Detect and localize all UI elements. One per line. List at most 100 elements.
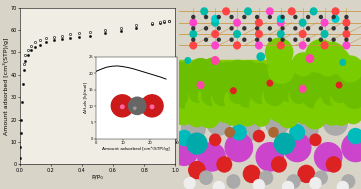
Circle shape: [177, 130, 191, 146]
Circle shape: [283, 133, 311, 162]
Circle shape: [205, 15, 208, 19]
Circle shape: [253, 85, 275, 108]
Circle shape: [202, 85, 222, 105]
Circle shape: [268, 98, 285, 116]
Circle shape: [213, 181, 224, 189]
Circle shape: [310, 178, 321, 189]
Circle shape: [212, 88, 234, 111]
Circle shape: [253, 130, 264, 142]
Circle shape: [265, 111, 289, 135]
Circle shape: [281, 99, 299, 118]
Circle shape: [253, 180, 264, 189]
Circle shape: [278, 19, 284, 26]
Circle shape: [188, 88, 205, 106]
Circle shape: [231, 88, 236, 94]
Circle shape: [278, 31, 284, 37]
Circle shape: [212, 15, 218, 22]
Circle shape: [212, 31, 218, 37]
Circle shape: [332, 8, 339, 15]
Circle shape: [335, 96, 355, 117]
Circle shape: [319, 38, 322, 41]
Circle shape: [343, 31, 350, 37]
Circle shape: [225, 133, 253, 162]
Circle shape: [230, 38, 233, 41]
Circle shape: [287, 175, 300, 188]
Circle shape: [186, 98, 204, 117]
Circle shape: [303, 105, 326, 129]
Circle shape: [319, 72, 340, 93]
Circle shape: [245, 8, 251, 15]
Circle shape: [323, 111, 347, 135]
Circle shape: [219, 62, 236, 80]
Circle shape: [342, 133, 361, 162]
Circle shape: [325, 48, 350, 74]
Circle shape: [201, 58, 224, 82]
Circle shape: [299, 42, 306, 49]
Circle shape: [150, 105, 154, 108]
Circle shape: [322, 104, 342, 125]
Circle shape: [260, 171, 273, 184]
Circle shape: [231, 98, 247, 114]
Circle shape: [318, 42, 345, 70]
Circle shape: [230, 87, 246, 103]
Circle shape: [223, 103, 244, 125]
Circle shape: [321, 19, 328, 26]
Circle shape: [225, 73, 246, 95]
Circle shape: [299, 85, 306, 92]
Circle shape: [331, 90, 348, 108]
Circle shape: [296, 107, 312, 123]
Circle shape: [322, 88, 339, 105]
Circle shape: [288, 8, 295, 15]
Circle shape: [227, 175, 240, 188]
Circle shape: [307, 15, 310, 19]
Circle shape: [310, 73, 328, 92]
Circle shape: [190, 42, 196, 49]
Circle shape: [217, 27, 220, 30]
Circle shape: [345, 38, 348, 41]
Circle shape: [252, 108, 270, 126]
Circle shape: [200, 98, 220, 118]
Circle shape: [294, 38, 297, 41]
Circle shape: [241, 96, 260, 116]
Circle shape: [213, 85, 232, 106]
Circle shape: [198, 143, 225, 171]
Circle shape: [294, 15, 297, 19]
Circle shape: [326, 157, 341, 172]
Circle shape: [213, 74, 229, 90]
Circle shape: [190, 76, 206, 93]
Circle shape: [231, 125, 246, 140]
Circle shape: [345, 15, 348, 19]
Circle shape: [238, 61, 259, 83]
Circle shape: [262, 87, 285, 111]
Circle shape: [343, 42, 350, 49]
Circle shape: [225, 88, 247, 112]
Circle shape: [278, 15, 284, 22]
Circle shape: [190, 86, 205, 102]
Circle shape: [177, 99, 193, 117]
Circle shape: [190, 19, 196, 26]
Circle shape: [268, 15, 271, 19]
Circle shape: [278, 106, 298, 128]
Circle shape: [314, 171, 327, 184]
Circle shape: [319, 15, 322, 19]
Circle shape: [264, 69, 287, 94]
Circle shape: [121, 105, 124, 108]
Circle shape: [174, 84, 197, 108]
Circle shape: [243, 38, 246, 41]
Circle shape: [347, 85, 361, 108]
Circle shape: [192, 27, 195, 30]
Circle shape: [266, 63, 283, 81]
Circle shape: [236, 103, 258, 126]
Circle shape: [292, 53, 314, 76]
Circle shape: [207, 111, 231, 135]
Circle shape: [282, 73, 300, 91]
Circle shape: [172, 62, 192, 83]
Circle shape: [293, 74, 314, 95]
Circle shape: [281, 62, 301, 83]
Circle shape: [340, 60, 345, 65]
Circle shape: [268, 56, 294, 83]
Circle shape: [171, 86, 191, 108]
Circle shape: [271, 106, 286, 122]
Circle shape: [187, 133, 207, 154]
Circle shape: [332, 61, 352, 82]
